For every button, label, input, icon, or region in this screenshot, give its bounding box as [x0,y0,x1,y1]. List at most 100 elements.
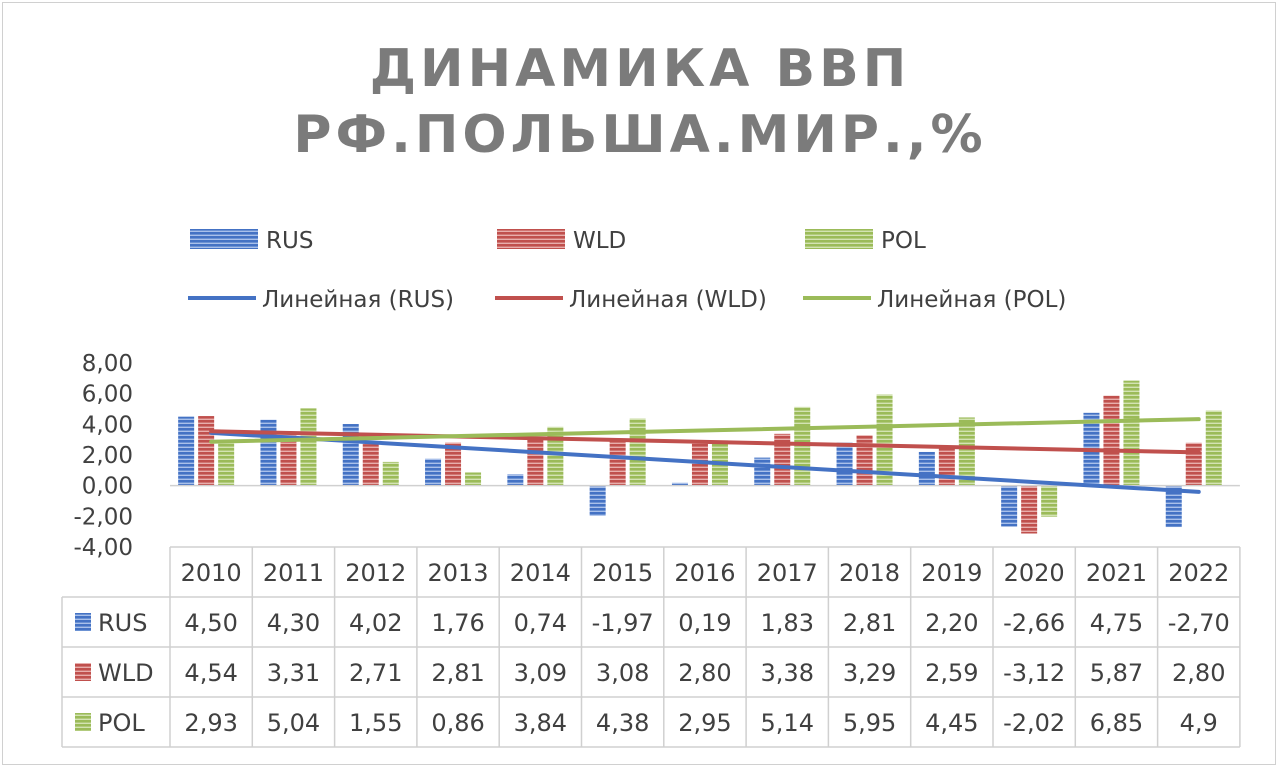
data-label-rus: 0,19 [678,609,731,637]
data-label-wld: 3,31 [267,659,320,687]
y-tick-label: 0,00 [82,474,133,500]
table-row-label-rus: RUS [98,609,147,637]
bar-rus-2017 [754,457,771,486]
data-label-wld: 3,09 [514,659,567,687]
bar-wld-2017 [774,433,791,486]
x-tick-label: 2011 [263,559,324,587]
data-label-wld: 2,80 [678,659,731,687]
data-label-pol: 5,04 [267,709,320,737]
bar-rus-2020 [1001,485,1018,527]
data-label-pol: 6,85 [1090,709,1143,737]
bar-pol-2021 [1123,380,1140,486]
data-label-pol: 1,55 [349,709,402,737]
data-label-pol: 4,38 [596,709,649,737]
x-tick-label: 2020 [1004,559,1065,587]
data-label-pol: 2,95 [678,709,731,737]
data-label-pol: 4,9 [1180,709,1218,737]
data-label-wld: 2,80 [1172,659,1225,687]
bar-rus-2010 [178,416,195,486]
trendline-rus [209,430,1201,494]
x-tick-label: 2014 [510,559,571,587]
x-tick-label: 2018 [839,559,900,587]
data-label-rus: 4,30 [267,609,320,637]
bar-wld-2020 [1021,485,1038,534]
bar-wld-2022 [1185,442,1202,486]
bar-pol-2011 [300,408,317,486]
chart-title-line-2: РФ.ПОЛЬША.МИР.,% [293,105,987,165]
data-label-pol: -2,02 [1003,709,1065,737]
bar-wld-2016 [691,442,708,486]
table-key-rus [75,613,91,631]
bar-wld-2011 [280,434,297,486]
data-label-wld: 3,29 [843,659,896,687]
data-label-wld: -3,12 [1003,659,1065,687]
data-label-rus: 4,75 [1090,609,1143,637]
bar-wld-2014 [527,438,544,486]
x-tick-label: 2019 [921,559,982,587]
table-row-label-pol: POL [98,709,145,737]
bar-wld-2018 [856,435,873,486]
x-tick-label: 2010 [181,559,242,587]
data-label-pol: 5,14 [761,709,814,737]
chart-title-line-1: ДИНАМИКА ВВП [369,39,911,99]
data-label-wld: 3,38 [761,659,814,687]
data-label-pol: 2,93 [184,709,237,737]
data-label-rus: 1,76 [431,609,484,637]
data-label-rus: -2,70 [1168,609,1230,637]
bar-wld-2021 [1103,395,1120,486]
legend: RUS WLD POL Линейная (RUS) Линейная (WLD) Лин… [188,228,1066,313]
bar-rus-2013 [425,458,442,486]
bar-pol-2022 [1205,410,1222,486]
y-tick-label: 4,00 [82,412,133,438]
bar-rus-2015 [589,485,606,516]
legend-label-rus: RUS [266,228,313,254]
bar-rus-2014 [507,474,524,486]
bar-pol-2018 [876,394,893,486]
y-tick-label: -2,00 [73,504,133,530]
table-row-label-wld: WLD [98,659,154,687]
table-key-pol [75,713,91,731]
x-tick-label: 2022 [1168,559,1229,587]
data-label-pol: 3,84 [514,709,567,737]
data-label-wld: 2,71 [349,659,402,687]
bar-pol-2019 [958,417,975,486]
legend-swatch-rus [190,229,258,249]
y-tick-label: 6,00 [82,382,133,408]
data-label-wld: 3,08 [596,659,649,687]
data-label-rus: 2,81 [843,609,896,637]
data-table: 2010 2011 2012 2013 2014 2015 2016 2017 2018 2019… [61,546,1241,748]
y-axis: 8,00 6,00 4,00 2,00 0,00 -2,00 -4,00 [73,351,133,561]
x-tick-label: 2017 [757,559,818,587]
bar-rus-2016 [671,482,688,486]
bar-wld-2015 [609,438,626,486]
data-label-pol: 4,45 [925,709,978,737]
data-label-wld: 5,87 [1090,659,1143,687]
data-label-pol: 0,86 [431,709,484,737]
data-label-wld: 2,59 [925,659,978,687]
x-tick-label: 2013 [428,559,489,587]
bar-pol-2013 [465,472,482,486]
bar-pol-2012 [382,461,399,486]
data-label-rus: 2,20 [925,609,978,637]
bar-pol-2010 [218,440,235,486]
bar-rus-2022 [1165,485,1182,528]
legend-swatch-pol [805,229,873,249]
bar-wld-2010 [198,416,215,486]
data-label-rus: -1,97 [592,609,654,637]
bar-pol-2017 [794,406,811,486]
data-label-rus: 1,83 [761,609,814,637]
bars [170,380,1240,534]
x-tick-label: 2012 [345,559,406,587]
trendline-pol [209,417,1201,444]
bar-pol-2015 [629,418,646,486]
data-label-wld: 4,54 [184,659,237,687]
legend-trend-label-wld: Линейная (WLD) [569,287,767,313]
legend-trend-label-rus: Линейная (RUS) [262,287,454,313]
bar-pol-2014 [547,426,564,486]
y-tick-label: -4,00 [73,535,133,561]
legend-label-wld: WLD [573,228,626,254]
x-tick-label: 2021 [1086,559,1147,587]
y-tick-label: 8,00 [82,351,133,377]
